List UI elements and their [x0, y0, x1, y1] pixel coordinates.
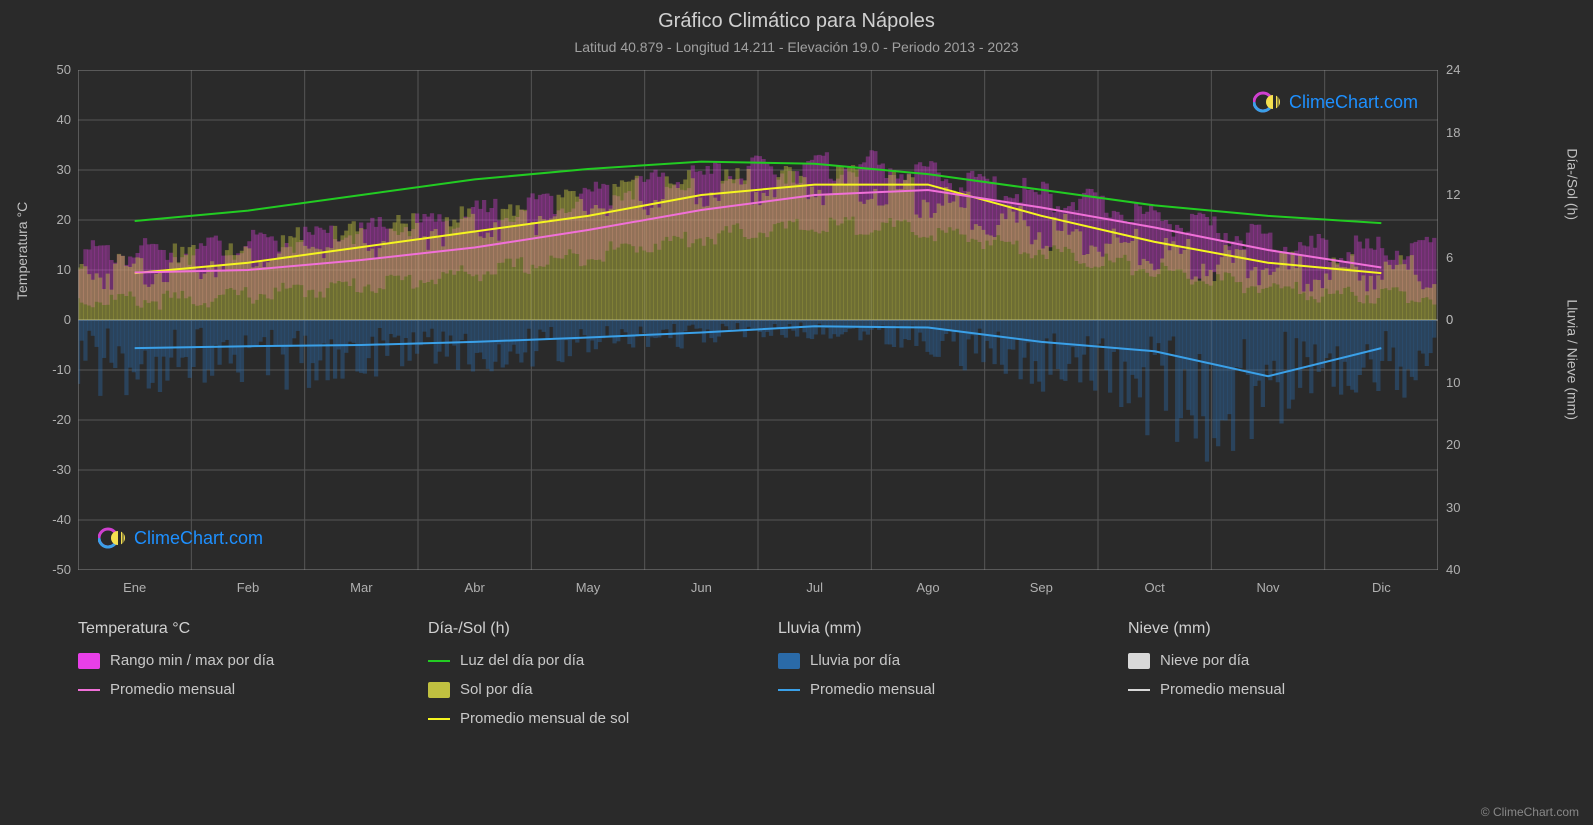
xtick-month: Jul [806, 580, 823, 595]
legend-label: Promedio mensual [110, 681, 235, 698]
y-axis-left-label: Temperatura °C [14, 202, 30, 300]
climechart-logo-icon [98, 524, 126, 552]
ytick-left: -40 [31, 512, 71, 527]
legend-line-icon [428, 660, 450, 662]
ytick-left: -30 [31, 462, 71, 477]
legend-heading: Nieve (mm) [1128, 620, 1438, 638]
ytick-right-hours: 12 [1446, 187, 1486, 202]
xtick-month: Abr [465, 580, 485, 595]
y-axis-right-top-label: Día-/Sol (h) [1565, 148, 1581, 220]
ytick-right-hours: 24 [1446, 62, 1486, 77]
legend-item: Promedio mensual [1128, 681, 1438, 698]
watermark-text: ClimeChart.com [1289, 92, 1418, 113]
legend-swatch-icon [428, 682, 450, 698]
legend-column: Temperatura °C Rango min / max por día Pro… [78, 620, 388, 739]
legend-item: Luz del día por día [428, 652, 738, 669]
legend-item: Lluvia por día [778, 652, 1088, 669]
xtick-month: Jun [691, 580, 712, 595]
ytick-left: 20 [31, 212, 71, 227]
y-axis-right-bottom-label: Lluvia / Nieve (mm) [1565, 299, 1581, 420]
legend-label: Rango min / max por día [110, 652, 274, 669]
legend-item: Sol por día [428, 681, 738, 698]
legend-swatch-icon [78, 653, 100, 669]
xtick-month: May [576, 580, 601, 595]
legend-label: Promedio mensual de sol [460, 710, 629, 727]
legend-line-icon [778, 689, 800, 691]
legend-column: Día-/Sol (h) Luz del día por día Sol por d… [428, 620, 738, 739]
ytick-right-hours: 6 [1446, 250, 1486, 265]
ytick-left: 0 [31, 312, 71, 327]
ytick-right-hours: 18 [1446, 125, 1486, 140]
legend-column: Lluvia (mm) Lluvia por día Promedio mensua… [778, 620, 1088, 739]
ytick-left: 50 [31, 62, 71, 77]
legend-label: Sol por día [460, 681, 533, 698]
ytick-left: 10 [31, 262, 71, 277]
ytick-right-mm: 40 [1446, 562, 1486, 577]
legend-label: Luz del día por día [460, 652, 584, 669]
ytick-right-mm: 20 [1446, 437, 1486, 452]
ytick-right-mm: 10 [1446, 375, 1486, 390]
xtick-month: Ago [916, 580, 939, 595]
watermark-bottom: ClimeChart.com [98, 524, 263, 552]
watermark-text: ClimeChart.com [134, 528, 263, 549]
legend-swatch-icon [1128, 653, 1150, 669]
xtick-month: Dic [1372, 580, 1391, 595]
legend-line-icon [78, 689, 100, 691]
xtick-month: Ene [123, 580, 146, 595]
legend-item: Rango min / max por día [78, 652, 388, 669]
legend-item: Promedio mensual [78, 681, 388, 698]
legend-line-icon [1128, 689, 1150, 691]
ytick-left: 30 [31, 162, 71, 177]
credit-text: © ClimeChart.com [1481, 805, 1579, 819]
chart-title: Gráfico Climático para Nápoles [0, 0, 1593, 33]
legend: Temperatura °C Rango min / max por día Pro… [78, 620, 1438, 739]
legend-line-icon [428, 718, 450, 720]
legend-label: Nieve por día [1160, 652, 1249, 669]
legend-item: Promedio mensual de sol [428, 710, 738, 727]
xtick-month: Sep [1030, 580, 1053, 595]
watermark-top: ClimeChart.com [1253, 88, 1418, 116]
xtick-month: Feb [237, 580, 259, 595]
legend-swatch-icon [778, 653, 800, 669]
legend-heading: Día-/Sol (h) [428, 620, 738, 638]
ytick-right-mm: 30 [1446, 500, 1486, 515]
legend-item: Nieve por día [1128, 652, 1438, 669]
legend-item: Promedio mensual [778, 681, 1088, 698]
ytick-right-mm: 0 [1446, 312, 1486, 327]
chart-subtitle: Latitud 40.879 - Longitud 14.211 - Eleva… [0, 33, 1593, 55]
legend-label: Promedio mensual [810, 681, 935, 698]
climate-chart-svg [78, 70, 1438, 570]
chart-plot-area: ClimeChart.com ClimeChart.com [78, 70, 1438, 570]
legend-column: Nieve (mm) Nieve por día Promedio mensual [1128, 620, 1438, 739]
ytick-left: -50 [31, 562, 71, 577]
legend-heading: Lluvia (mm) [778, 620, 1088, 638]
ytick-left: -10 [31, 362, 71, 377]
legend-label: Lluvia por día [810, 652, 900, 669]
legend-heading: Temperatura °C [78, 620, 388, 638]
xtick-month: Oct [1145, 580, 1165, 595]
ytick-left: -20 [31, 412, 71, 427]
xtick-month: Mar [350, 580, 372, 595]
xtick-month: Nov [1256, 580, 1279, 595]
legend-label: Promedio mensual [1160, 681, 1285, 698]
climechart-logo-icon [1253, 88, 1281, 116]
ytick-left: 40 [31, 112, 71, 127]
